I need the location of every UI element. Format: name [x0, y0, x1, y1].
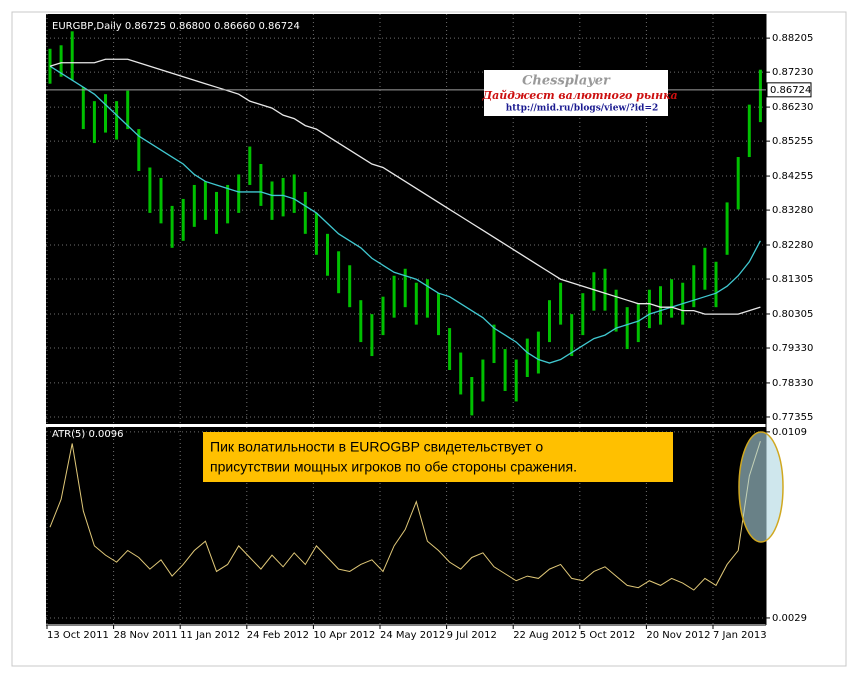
annotation-line: присутствии мощных игроков по обе сторон…	[210, 459, 577, 475]
y-tick-label: 0.86230	[772, 102, 813, 113]
y-tick-label: 0.85255	[772, 136, 813, 147]
moving-average	[49, 65, 761, 364]
atr-line	[49, 441, 761, 591]
y-tick-label: 0.79330	[772, 343, 813, 354]
x-tick-label: 13 Oct 2011	[47, 630, 109, 641]
y-tick-label: 0.0029	[772, 613, 807, 624]
y-tick-label: 0.80305	[772, 309, 813, 320]
x-tick-label: 9 Jul 2012	[447, 630, 497, 641]
logo-box	[484, 70, 668, 116]
x-tick-label: 7 Jan 2013	[713, 630, 767, 641]
x-tick-label: 28 Nov 2011	[114, 630, 178, 641]
annotation-line: Пик волатильности в EUROGBP свидетельств…	[210, 439, 543, 455]
x-tick-label: 11 Jan 2012	[180, 630, 240, 641]
y-tick-label: 0.0109	[772, 427, 807, 438]
y-tick-label: 0.78330	[772, 378, 813, 389]
x-tick-label: 22 Aug 2012	[513, 630, 577, 641]
current-price-box	[766, 82, 812, 98]
y-tick-label: 0.87230	[772, 67, 813, 78]
x-tick-label: 20 Nov 2012	[646, 630, 710, 641]
x-tick-label: 24 Feb 2012	[247, 630, 309, 641]
moving-average	[49, 58, 761, 315]
logo-title: Chessplayer	[522, 74, 611, 89]
atr-title: ATR(5) 0.0096	[52, 429, 123, 440]
y-tick-label: 0.77355	[772, 412, 813, 423]
current-price-label: 0.86724	[770, 85, 811, 96]
y-tick-label: 0.84255	[772, 171, 813, 182]
logo-subtitle: Дайджест валютного рынка	[481, 89, 677, 102]
y-tick-label: 0.83280	[772, 205, 813, 216]
x-tick-label: 10 Apr 2012	[313, 630, 375, 641]
logo-url: http://mid.ru/blogs/view/?id=2	[506, 104, 659, 114]
annotation-box	[203, 432, 673, 482]
y-tick-label: 0.81305	[772, 274, 813, 285]
x-tick-label: 5 Oct 2012	[580, 630, 635, 641]
x-tick-label: 24 May 2012	[380, 630, 445, 641]
chart-title: EURGBP,Daily 0.86725 0.86800 0.86660 0.8…	[52, 21, 300, 32]
y-tick-label: 0.82280	[772, 240, 813, 251]
y-tick-label: 0.88205	[772, 33, 813, 44]
highlight-ellipse	[738, 431, 784, 543]
